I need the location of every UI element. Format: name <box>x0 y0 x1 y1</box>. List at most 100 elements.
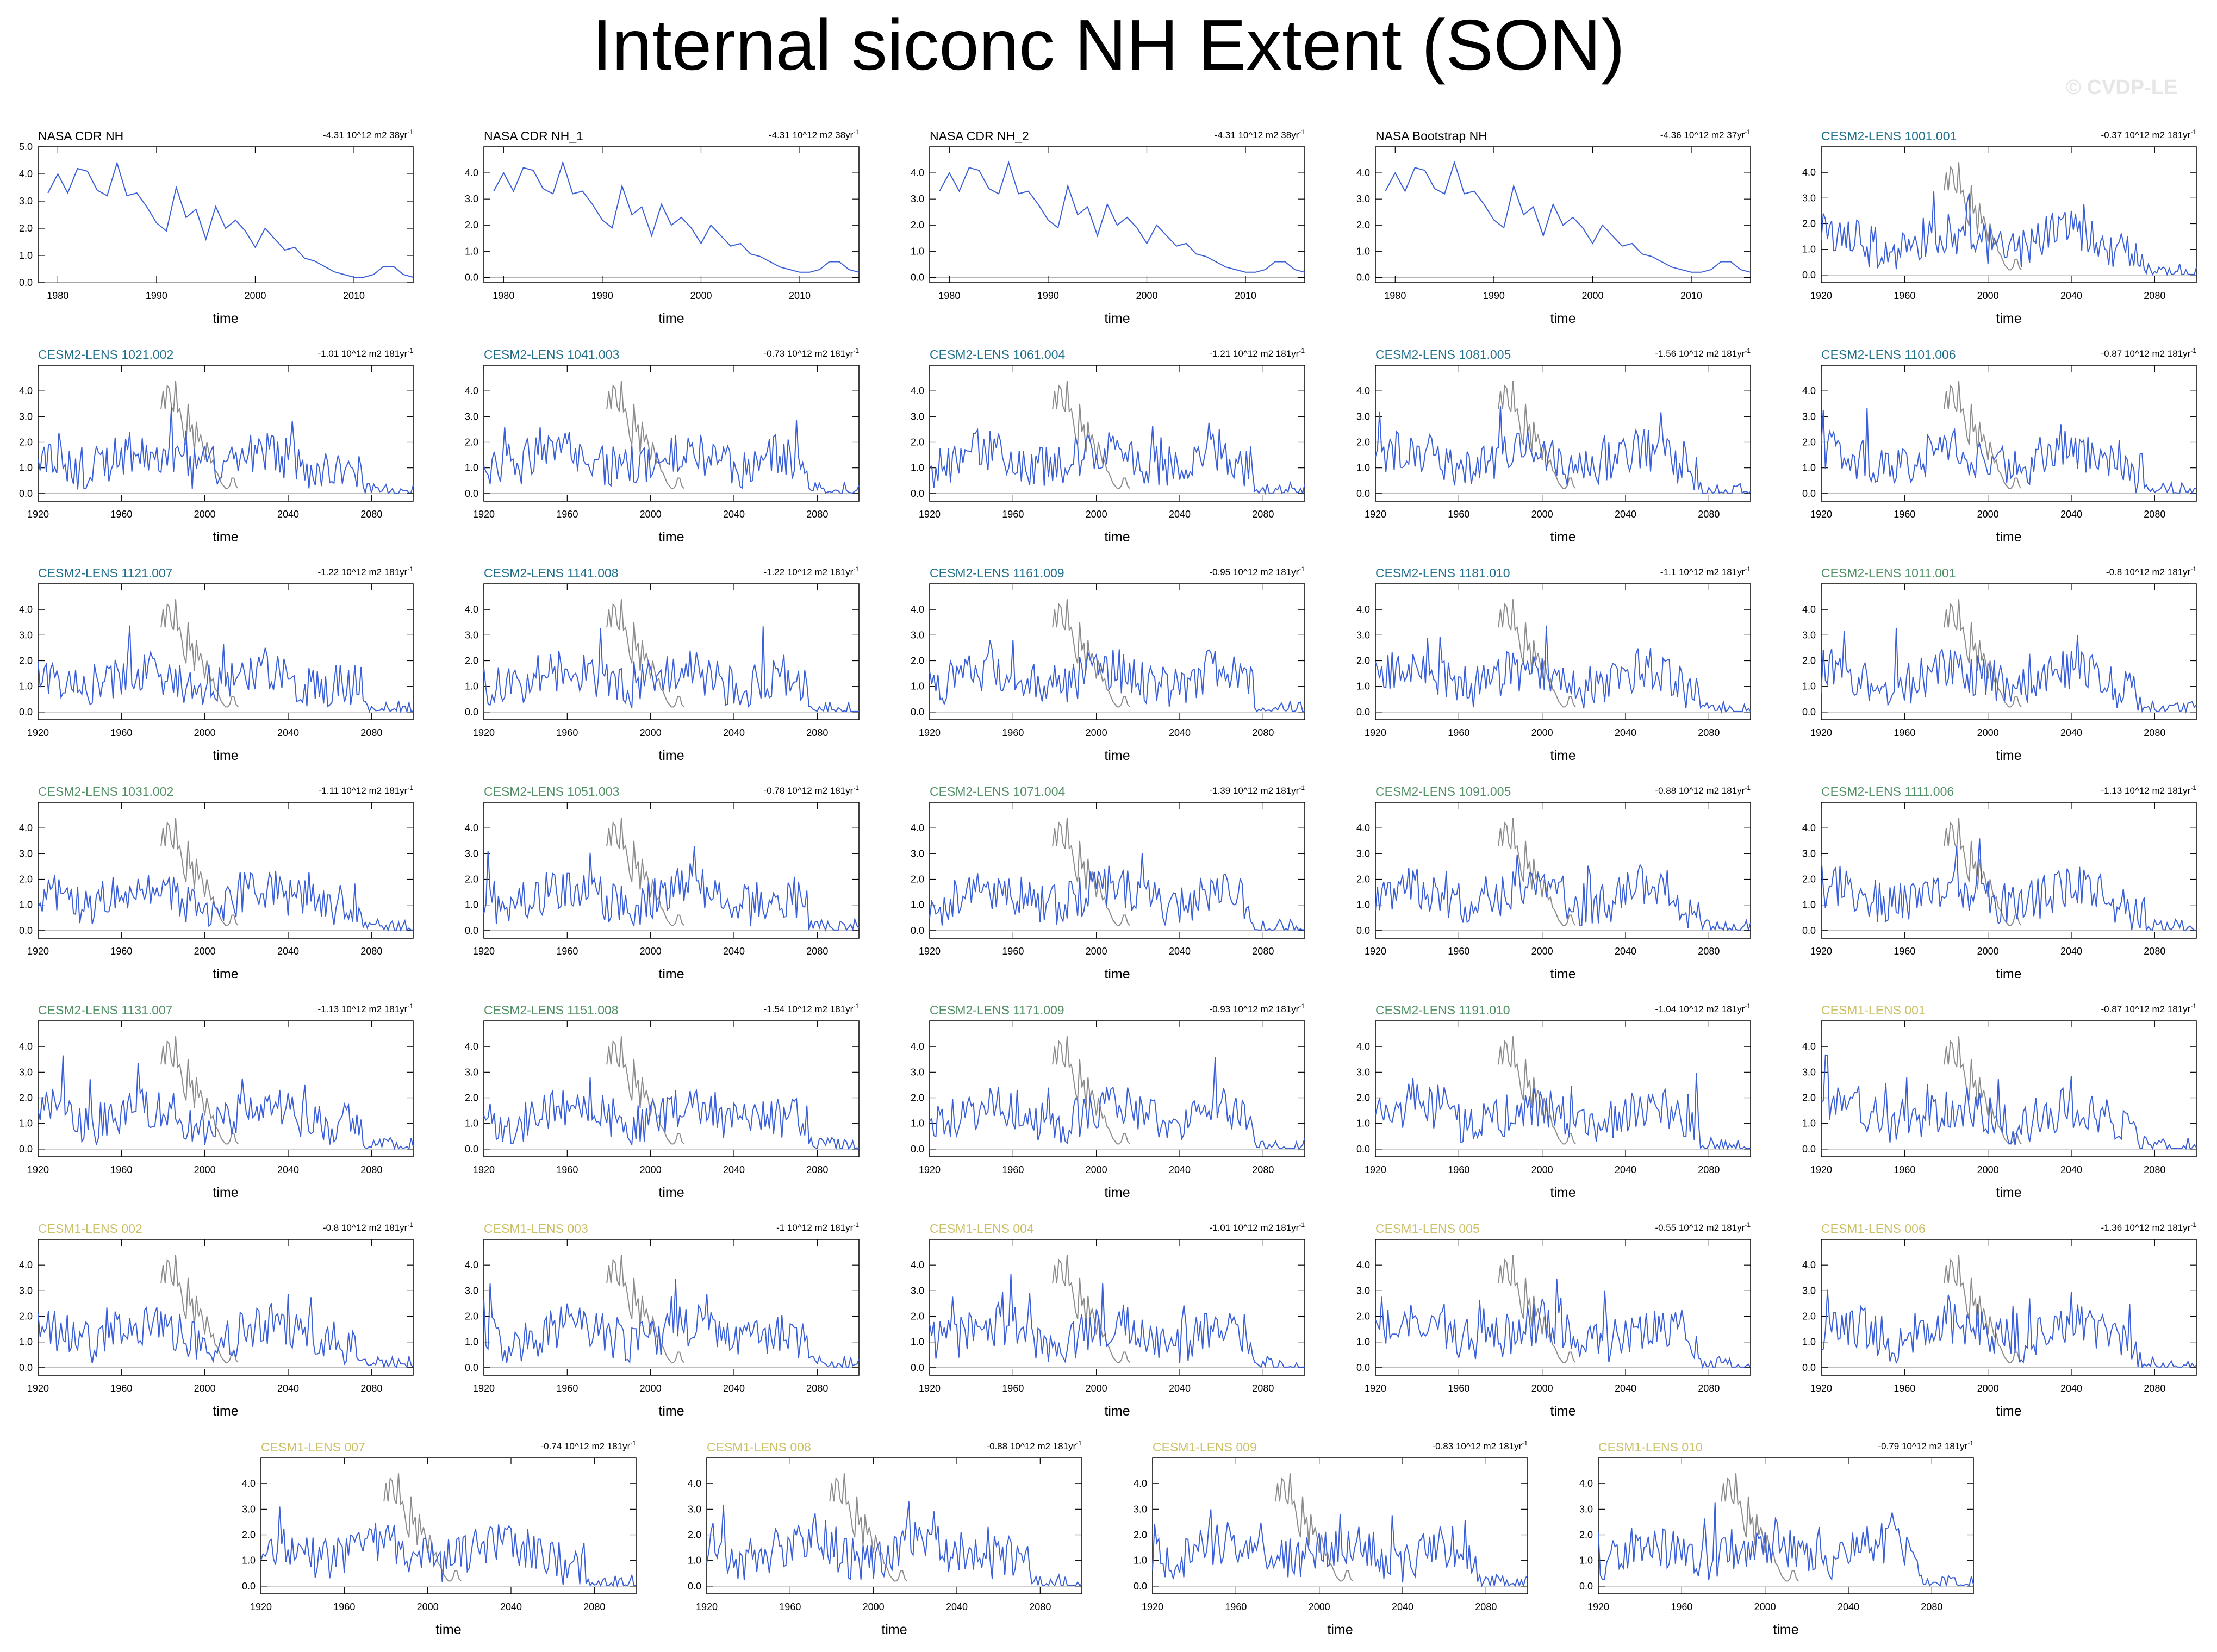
y-tick-label: 3.0 <box>911 629 924 640</box>
x-tick-label: 1960 <box>556 727 578 738</box>
x-tick-label: 1980 <box>493 290 514 301</box>
plot-frame <box>260 1457 637 1594</box>
chart-panel: CESM1-LENS 002 -0.8 10^12 m2 181yr-1 0.0 1.… <box>19 1221 414 1419</box>
x-tick-label: 1920 <box>250 1601 272 1612</box>
chart-panel: CESM1-LENS 006 -1.36 10^12 m2 181yr-1 0.0 1… <box>1802 1221 2197 1419</box>
series-line <box>929 853 1305 932</box>
x-tick-label: 2040 <box>1615 727 1636 738</box>
x-tick-label: 2010 <box>343 290 365 301</box>
obs-overlay-line <box>1275 1473 1353 1582</box>
trend-exponent: -1 <box>407 347 413 354</box>
y-tick-label: 2.0 <box>465 874 478 885</box>
panel-trend: -0.8 10^12 m2 181yr-1 <box>323 1221 413 1233</box>
x-tick-label: 2040 <box>723 509 745 520</box>
y-tick-label: 2.0 <box>19 656 33 666</box>
chart-panel: CESM1-LENS 003 -1 10^12 m2 181yr-1 0.0 1.0 2… <box>465 1221 860 1419</box>
trend-exponent: -1 <box>1745 1221 1751 1229</box>
y-tick-label: 3.0 <box>19 629 33 640</box>
panel-label: CESM2-LENS 1131.007 <box>38 1003 173 1017</box>
x-tick-label: 2000 <box>1086 509 1107 520</box>
plot-frame <box>706 1457 1082 1594</box>
x-tick-label: 1960 <box>1002 946 1024 957</box>
x-tick-label: 1960 <box>110 1383 132 1394</box>
y-tick-label: 2.0 <box>1356 1093 1370 1104</box>
y-tick-label: 1.0 <box>911 900 924 911</box>
y-tick-label: 0.0 <box>465 1144 478 1155</box>
chart-panel: CESM2-LENS 1171.009 -0.93 10^12 m2 181yr-… <box>911 1002 1305 1200</box>
x-axis-label: time <box>658 1404 684 1419</box>
x-tick-label: 1960 <box>1894 290 1915 301</box>
y-tick-label: 0.0 <box>911 488 924 499</box>
x-tick-label: 2000 <box>1531 946 1553 957</box>
panel-trend: -0.73 10^12 m2 181yr-1 <box>763 347 859 359</box>
y-tick-label: 4.0 <box>465 1260 478 1270</box>
y-tick-label: 4.0 <box>19 822 33 833</box>
x-tick-label: 2000 <box>1977 727 1999 738</box>
plot-frame <box>1821 1020 2197 1157</box>
y-tick-label: 1.0 <box>1356 900 1370 911</box>
panel-label: CESM2-LENS 1001.001 <box>1821 129 1957 143</box>
x-tick-label: 2000 <box>1086 946 1107 957</box>
y-tick-label: 2.0 <box>19 223 33 234</box>
x-tick-label: 2080 <box>1698 509 1720 520</box>
x-tick-label: 2040 <box>2060 727 2082 738</box>
obs-overlay-line <box>1498 818 1576 926</box>
chart-panel: CESM2-LENS 1051.003 -0.78 10^12 m2 181yr-… <box>465 784 860 982</box>
x-axis-label: time <box>213 311 238 326</box>
y-tick-label: 4.0 <box>19 1041 33 1052</box>
trend-exponent: -1 <box>1299 347 1305 354</box>
x-tick-label: 2080 <box>806 946 828 957</box>
x-tick-label: 2000 <box>194 946 216 957</box>
chart-panel: CESM2-LENS 1181.010 -1.1 10^12 m2 181yr-1… <box>1356 565 1751 763</box>
x-tick-label: 2080 <box>1921 1601 1942 1612</box>
y-tick-label: 3.0 <box>1356 411 1370 422</box>
panel-label: CESM2-LENS 1151.008 <box>484 1003 619 1017</box>
y-tick-label: 4.0 <box>911 822 924 833</box>
panel-label: CESM2-LENS 1041.003 <box>484 347 619 361</box>
x-tick-label: 1960 <box>110 1164 132 1175</box>
chart-panel: CESM1-LENS 004 -1.01 10^12 m2 181yr-1 0.0 1… <box>911 1221 1305 1419</box>
series-line <box>1821 627 2197 714</box>
x-tick-label: 2040 <box>2060 1383 2082 1394</box>
y-tick-label: 2.0 <box>242 1530 256 1541</box>
panel-trend: -1.22 10^12 m2 181yr-1 <box>317 565 413 577</box>
x-tick-label: 2000 <box>690 290 712 301</box>
panel-label: CESM2-LENS 1061.004 <box>930 347 1066 361</box>
y-tick-label: 3.0 <box>465 848 478 859</box>
y-tick-label: 3.0 <box>465 629 478 640</box>
chart-panel: CESM2-LENS 1101.006 -0.87 10^12 m2 181yr-… <box>1802 347 2197 545</box>
x-tick-label: 2040 <box>1169 727 1191 738</box>
panel-label: NASA CDR NH_2 <box>930 129 1029 143</box>
panel-trend: -0.79 10^12 m2 181yr-1 <box>1878 1439 1973 1451</box>
y-tick-label: 3.0 <box>19 196 33 207</box>
obs-overlay-line <box>1944 818 2022 926</box>
y-tick-label: 2.0 <box>1134 1530 1147 1541</box>
x-tick-label: 2080 <box>806 1383 828 1394</box>
chart-panel: CESM1-LENS 008 -0.88 10^12 m2 181yr-1 0.0 1… <box>688 1439 1082 1637</box>
x-tick-label: 1920 <box>696 1601 718 1612</box>
panel-trend: -4.31 10^12 m2 38yr-1 <box>1215 128 1305 140</box>
plot-frame <box>1375 583 1751 720</box>
y-tick-label: 3.0 <box>1802 1067 1816 1077</box>
y-tick-label: 4.0 <box>1356 1260 1370 1270</box>
panel-trend: -0.37 10^12 m2 181yr-1 <box>2101 128 2196 140</box>
x-tick-label: 1920 <box>473 509 495 520</box>
trend-exponent: -1 <box>630 1439 636 1447</box>
obs-overlay-line <box>1498 1255 1576 1363</box>
x-axis-label: time <box>1104 967 1130 982</box>
y-tick-label: 3.0 <box>1356 1067 1370 1077</box>
panel-trend: -1.1 10^12 m2 181yr-1 <box>1660 565 1751 577</box>
series-line <box>1152 1509 1528 1588</box>
x-tick-label: 2000 <box>1977 290 1999 301</box>
y-tick-label: 2.0 <box>1802 874 1816 885</box>
plot-frame <box>1821 146 2197 283</box>
chart-panel: CESM1-LENS 007 -0.74 10^12 m2 181yr-1 0.0 1… <box>242 1439 637 1637</box>
x-tick-label: 1960 <box>1894 1164 1915 1175</box>
page-title: Internal siconc NH Extent (SON) <box>592 5 1625 85</box>
y-tick-label: 3.0 <box>465 1285 478 1296</box>
panel-label: CESM2-LENS 1091.005 <box>1375 784 1511 799</box>
x-tick-label: 1960 <box>1002 1164 1024 1175</box>
y-tick-label: 2.0 <box>1802 1093 1816 1104</box>
y-tick-label: 4.0 <box>1356 1041 1370 1052</box>
x-tick-label: 2080 <box>1252 1383 1274 1394</box>
